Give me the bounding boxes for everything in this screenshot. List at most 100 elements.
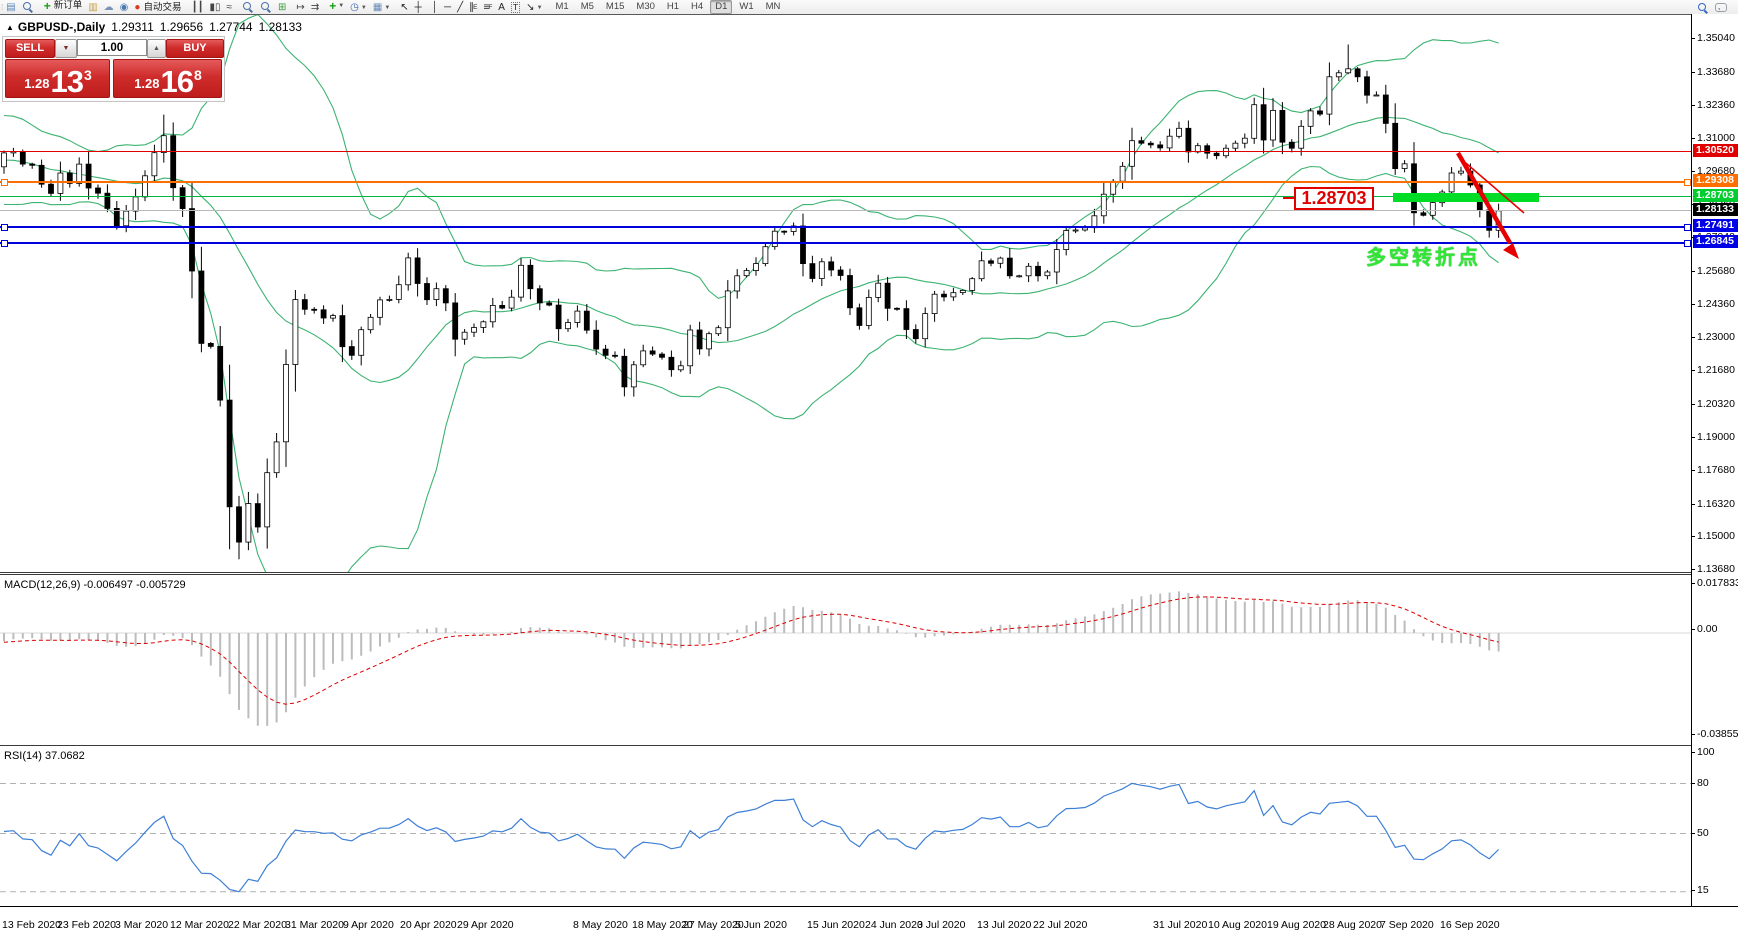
line-handle[interactable]: [1, 223, 8, 231]
line-handle[interactable]: [1684, 239, 1691, 247]
volume-spinner-up[interactable]: ▲: [147, 39, 166, 58]
main-chart-panel[interactable]: ▲ GBPUSD-,Daily 1.29311 1.29656 1.27744 1.281…: [0, 14, 1691, 573]
date-axis-label: 3 Jul 2020: [917, 919, 966, 931]
line-handle[interactable]: [1, 178, 8, 186]
one-click-trading-panel: SELL ▼ ▲ BUY 1.28 13 3 1.28 16 8: [2, 36, 225, 102]
indicators-icon[interactable]: + ▼: [329, 0, 345, 13]
price-axis-tick: 1.17680: [1692, 463, 1735, 476]
mql5-cloud-icon[interactable]: ☁: [103, 2, 114, 13]
price-badge-1.26845[interactable]: 1.26845: [1693, 235, 1738, 249]
tile-windows-icon[interactable]: ⊞: [278, 2, 287, 13]
support-highlight-bar[interactable]: [1393, 193, 1539, 202]
equidistant-channel-icon[interactable]: ∥ E: [469, 2, 478, 13]
sell-button[interactable]: SELL: [5, 39, 55, 58]
hline-1.27491[interactable]: [0, 225, 1691, 228]
macd-axis-tick: 0.00: [1691, 623, 1718, 635]
sell-price-base: 1.28: [24, 76, 50, 91]
date-axis-label: 18 May 2020: [632, 919, 693, 931]
rsi-axis-tick: 15: [1692, 884, 1709, 896]
hline-1.26845[interactable]: [0, 241, 1691, 244]
horizontal-line-icon[interactable]: ─: [444, 2, 452, 13]
price-axis-tick: 1.23000: [1692, 331, 1735, 344]
ohlc-close: 1.28133: [258, 20, 302, 34]
macd-axis-tick: -0.038559: [1691, 728, 1738, 740]
buy-button[interactable]: BUY: [166, 39, 224, 58]
rsi-axis-tick: 100: [1692, 746, 1715, 758]
price-axis-tick: 1.13680: [1692, 563, 1735, 576]
vertical-line-icon[interactable]: │: [431, 2, 438, 13]
price-axis[interactable]: 1.350401.336801.323601.310001.296801.283…: [1691, 14, 1738, 906]
cursor-icon[interactable]: ↖: [400, 2, 409, 13]
macd-axis-tick: 0.017833: [1692, 577, 1738, 589]
signals-icon[interactable]: ◉: [119, 2, 129, 13]
history-center-icon[interactable]: ▥: [88, 2, 98, 13]
date-axis-label: 24 Jun 2020: [865, 919, 923, 931]
price-badge-1.30520[interactable]: 1.30520: [1693, 143, 1738, 157]
price-badge-1.29308[interactable]: 1.29308: [1693, 174, 1738, 188]
hline-1.28133[interactable]: [0, 210, 1691, 212]
price-axis-tick: 1.32360: [1692, 98, 1735, 111]
new-chart-icon[interactable]: ▤: [6, 2, 16, 13]
line-handle[interactable]: [1684, 178, 1691, 186]
volume-dropdown-button[interactable]: ▼: [55, 39, 77, 58]
buy-price-base: 1.28: [134, 76, 160, 91]
price-badge-1.27491[interactable]: 1.27491: [1693, 219, 1738, 233]
bar-chart-mode-icon[interactable]: ┃┃: [191, 2, 204, 13]
timeframe-button-m1[interactable]: M1: [555, 1, 569, 12]
timeframe-button-m15[interactable]: M15: [605, 1, 625, 12]
candlestick-mode-icon[interactable]: ▮▯: [209, 2, 221, 13]
buy-price-pips: 16: [160, 64, 194, 99]
line-chart-mode-icon[interactable]: ≈: [226, 2, 233, 13]
date-axis-label: 27 May 2020: [683, 919, 744, 931]
templates-icon[interactable]: ▦ ▼: [372, 2, 391, 13]
text-label-icon[interactable]: T: [510, 2, 521, 13]
date-axis[interactable]: 13 Feb 2020 23 Feb 2020 3 Mar 2020 12 Mar 2…: [0, 906, 1738, 938]
text-icon[interactable]: A: [498, 2, 505, 13]
trendline-icon[interactable]: ╱: [457, 2, 464, 13]
profiles-icon[interactable]: [19, 0, 37, 12]
zoom-out-icon[interactable]: [257, 0, 275, 12]
timeframe-button-mn[interactable]: MN: [765, 1, 781, 12]
line-handle[interactable]: [1, 239, 8, 247]
rsi-panel[interactable]: RSI(14) 37.0682: [0, 745, 1691, 907]
hline-1.28703[interactable]: [0, 196, 1691, 198]
timeframe-button-m5[interactable]: M5: [580, 1, 594, 12]
price-badge-1.28703[interactable]: 1.28703: [1693, 189, 1738, 203]
periods-icon[interactable]: ◷ ▼: [350, 2, 367, 13]
toolbar: ⁞ ▤ + 新订单 ▥ ☁ ◉ ● 自动交易 ┃┃ ▮▯ ≈ ⊞ ↦ ⇉ + ▼ ◷ ▼ ▦ ▼ ↖ ┼ │ ─ ╱ ∥ E ≡ F A T ↘…: [0, 0, 1738, 15]
sell-price-button[interactable]: 1.28 13 3: [5, 59, 110, 98]
date-axis-label: 10 Aug 2020: [1208, 919, 1267, 931]
chat-icon[interactable]: [1712, 1, 1732, 13]
arrows-icon[interactable]: ↘ ▼: [526, 2, 543, 13]
macd-panel[interactable]: MACD(12,26,9) -0.006497 -0.005729: [0, 572, 1691, 748]
search-icon[interactable]: [1694, 1, 1712, 13]
auto-scroll-icon[interactable]: ⇉: [310, 2, 320, 13]
volume-input[interactable]: [77, 39, 147, 56]
timeframe-button-h4[interactable]: H4: [691, 1, 704, 12]
buy-price-button[interactable]: 1.28 16 8: [113, 59, 222, 98]
rsi-plot: [0, 782, 1691, 893]
chart-shift-icon[interactable]: ↦: [296, 2, 305, 13]
date-axis-label: 20 Apr 2020: [400, 919, 457, 931]
zoom-in-icon[interactable]: [239, 0, 257, 12]
price-annotation-label[interactable]: 1.28703: [1294, 187, 1374, 210]
date-axis-label: 13 Feb 2020: [2, 919, 61, 931]
turning-point-text[interactable]: 多空转折点: [1366, 247, 1481, 269]
timeframe-button-d1[interactable]: D1: [710, 0, 733, 14]
crosshair-icon[interactable]: ┼: [414, 2, 422, 13]
hline-1.29308[interactable]: [0, 180, 1691, 183]
timeframe-toolbar: M1 M5 M15 M30 H1 H4 D1 W1 MN: [550, 0, 787, 14]
timeframe-button-h1[interactable]: H1: [666, 1, 680, 12]
autotrading-icon[interactable]: ● 自动交易: [134, 2, 182, 13]
date-axis-label: 7 Sep 2020: [1380, 919, 1434, 931]
timeframe-button-w1[interactable]: W1: [739, 1, 754, 12]
price-badge-1.28133[interactable]: 1.28133: [1693, 203, 1738, 217]
new-order-icon[interactable]: + 新订单: [43, 0, 83, 13]
line-handle[interactable]: [1684, 223, 1691, 231]
date-axis-label: 29 Apr 2020: [457, 919, 514, 931]
timeframe-button-m30[interactable]: M30: [636, 1, 655, 12]
fibonacci-icon[interactable]: ≡ F: [483, 2, 493, 13]
hline-1.30520[interactable]: [0, 150, 1691, 152]
buy-price-point: 8: [194, 67, 202, 83]
collapse-triangle-icon[interactable]: ▲: [6, 23, 14, 32]
